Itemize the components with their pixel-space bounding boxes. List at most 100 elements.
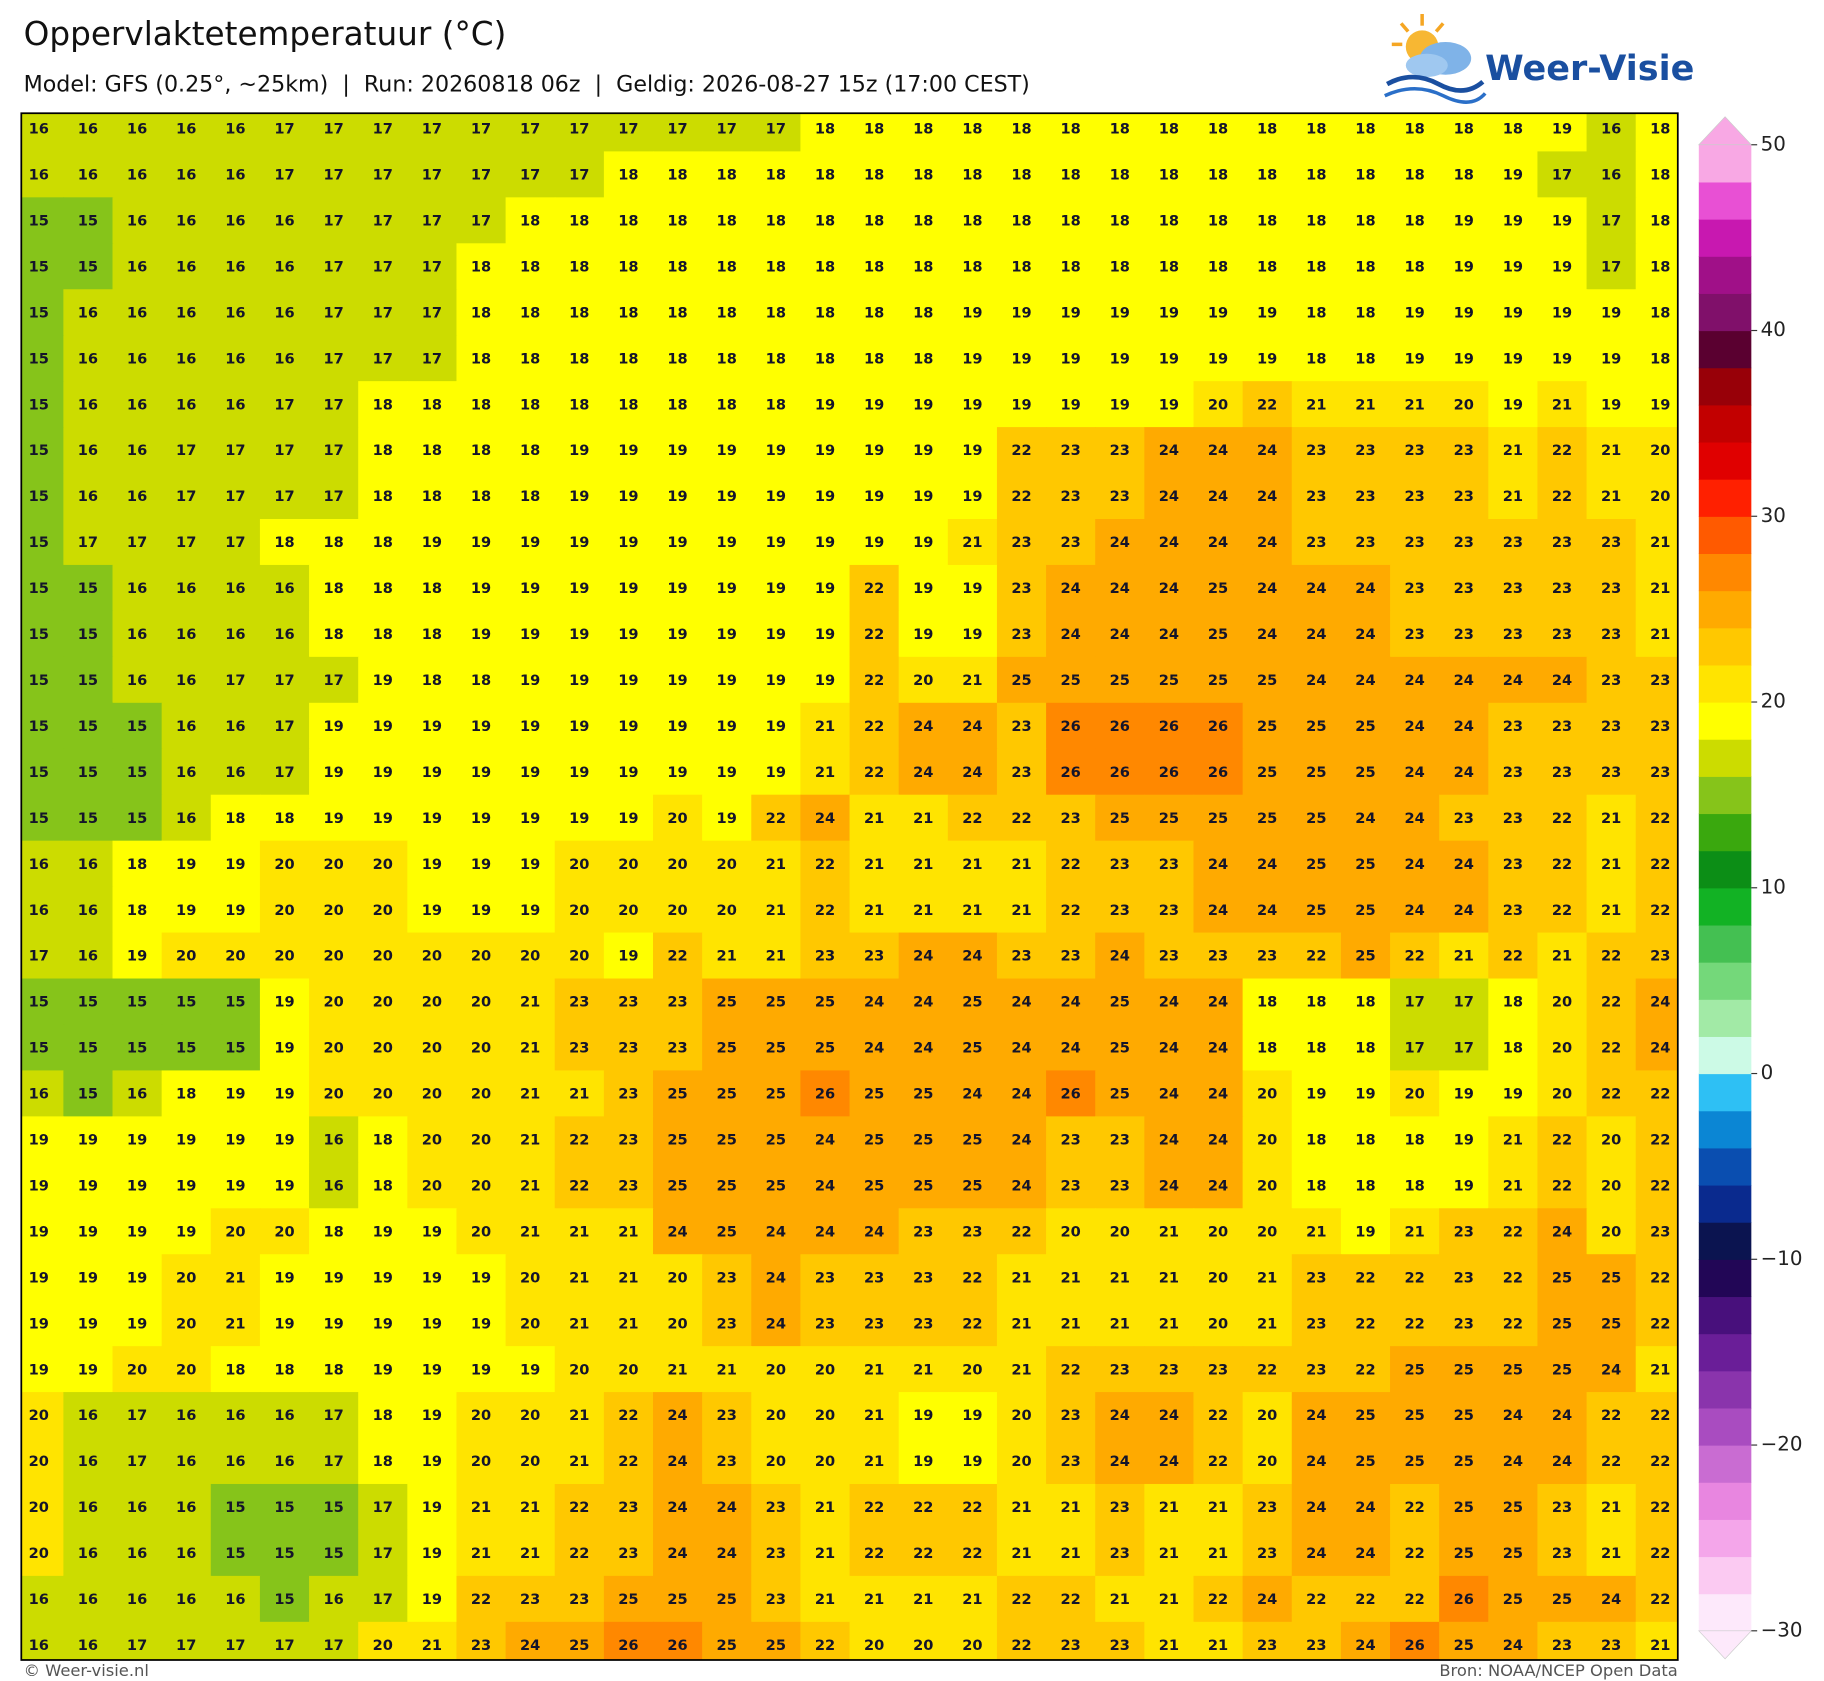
cell bbox=[1635, 978, 1678, 1026]
cell-label: 25 bbox=[766, 1086, 786, 1103]
cell-label: 21 bbox=[1110, 1591, 1130, 1608]
cell bbox=[1586, 702, 1637, 750]
cell-label: 24 bbox=[1257, 488, 1277, 505]
cell bbox=[1242, 978, 1293, 1026]
cell-label: 22 bbox=[569, 1545, 589, 1562]
cell bbox=[1439, 932, 1490, 980]
cell bbox=[996, 748, 1047, 796]
cell-label: 24 bbox=[1306, 672, 1326, 689]
cell bbox=[849, 427, 900, 474]
cell bbox=[259, 197, 310, 244]
cell-label: 17 bbox=[471, 121, 491, 138]
cell-label: 22 bbox=[1650, 1499, 1670, 1516]
cell-label: 18 bbox=[913, 167, 933, 184]
cell bbox=[456, 656, 507, 704]
cell-label: 19 bbox=[569, 626, 589, 643]
cell-label: 24 bbox=[1306, 1407, 1326, 1424]
cell bbox=[456, 1116, 507, 1164]
cell-label: 24 bbox=[1503, 1453, 1523, 1470]
cell bbox=[996, 886, 1047, 934]
cell-label: 20 bbox=[1601, 1177, 1621, 1194]
cell-label: 19 bbox=[1454, 212, 1474, 229]
cell-label: 23 bbox=[815, 948, 835, 965]
cell-label: 21 bbox=[864, 1407, 884, 1424]
cell bbox=[210, 748, 261, 796]
cell bbox=[800, 932, 851, 980]
cell bbox=[653, 381, 703, 428]
cell bbox=[947, 610, 998, 658]
cell-label: 15 bbox=[323, 1545, 343, 1562]
cell bbox=[1537, 794, 1588, 842]
cell-label: 18 bbox=[373, 1177, 393, 1194]
cell-label: 17 bbox=[274, 121, 294, 138]
cell-label: 23 bbox=[864, 1269, 884, 1286]
cell bbox=[21, 1070, 65, 1118]
cell bbox=[1340, 610, 1391, 658]
cell bbox=[702, 1070, 752, 1118]
cell-label: 19 bbox=[1503, 304, 1523, 321]
cell-label: 26 bbox=[1208, 718, 1228, 735]
cell-label: 18 bbox=[1355, 304, 1375, 321]
cell-label: 23 bbox=[1552, 718, 1572, 735]
cell-label: 19 bbox=[127, 948, 147, 965]
cell-label: 18 bbox=[1011, 121, 1031, 138]
cell-label: 19 bbox=[717, 488, 737, 505]
cell-label: 16 bbox=[176, 350, 196, 367]
cell-label: 16 bbox=[274, 258, 294, 275]
cell bbox=[1488, 932, 1539, 980]
cell bbox=[358, 1070, 409, 1118]
cell bbox=[1340, 473, 1391, 520]
cell-label: 16 bbox=[225, 212, 245, 229]
cell bbox=[800, 656, 851, 704]
cell bbox=[800, 1116, 851, 1164]
cell bbox=[1046, 656, 1096, 704]
cell bbox=[407, 1070, 458, 1118]
cell-label: 16 bbox=[78, 1407, 98, 1424]
cell-label: 21 bbox=[1208, 1637, 1228, 1654]
cell bbox=[800, 794, 851, 842]
cell-label: 19 bbox=[1110, 304, 1130, 321]
cell bbox=[554, 335, 605, 382]
cell-label: 21 bbox=[569, 1269, 589, 1286]
cell-label: 22 bbox=[913, 1545, 933, 1562]
cell bbox=[751, 335, 802, 382]
cell-label: 21 bbox=[864, 810, 884, 827]
cell-label: 24 bbox=[1257, 580, 1277, 597]
cell bbox=[259, 978, 310, 1026]
cell bbox=[849, 151, 900, 199]
cell bbox=[1046, 518, 1096, 566]
cell-label: 23 bbox=[618, 1132, 638, 1149]
cell bbox=[161, 656, 212, 704]
cell-label: 19 bbox=[29, 1361, 49, 1378]
cell-label: 22 bbox=[569, 1499, 589, 1516]
cell-label: 18 bbox=[618, 350, 638, 367]
cell-label: 20 bbox=[373, 1637, 393, 1654]
cell-label: 25 bbox=[815, 1040, 835, 1057]
cell bbox=[849, 1024, 900, 1072]
cell bbox=[1144, 335, 1195, 382]
cell bbox=[947, 427, 998, 474]
cell-label: 18 bbox=[766, 396, 786, 413]
cell bbox=[259, 113, 310, 153]
cell-label: 24 bbox=[1454, 672, 1474, 689]
cell-label: 22 bbox=[1503, 1315, 1523, 1332]
cell bbox=[1095, 197, 1146, 244]
cell-label: 21 bbox=[569, 1315, 589, 1332]
cell bbox=[161, 243, 212, 290]
cell-label: 20 bbox=[422, 994, 442, 1011]
cell-label: 19 bbox=[471, 764, 491, 781]
cell-label: 15 bbox=[78, 1040, 98, 1057]
cell-label: 25 bbox=[667, 1086, 687, 1103]
cell bbox=[259, 473, 310, 520]
cell-label: 21 bbox=[864, 1591, 884, 1608]
cell-label: 23 bbox=[1257, 1499, 1277, 1516]
cell-label: 23 bbox=[1454, 580, 1474, 597]
cell bbox=[505, 656, 556, 704]
cell-label: 19 bbox=[471, 810, 491, 827]
cell-label: 23 bbox=[1552, 1545, 1572, 1562]
cell-label: 17 bbox=[520, 167, 540, 184]
cell-label: 19 bbox=[471, 534, 491, 551]
cell-label: 20 bbox=[1208, 1223, 1228, 1240]
cell-label: 25 bbox=[766, 1637, 786, 1654]
cell bbox=[1095, 1070, 1146, 1118]
